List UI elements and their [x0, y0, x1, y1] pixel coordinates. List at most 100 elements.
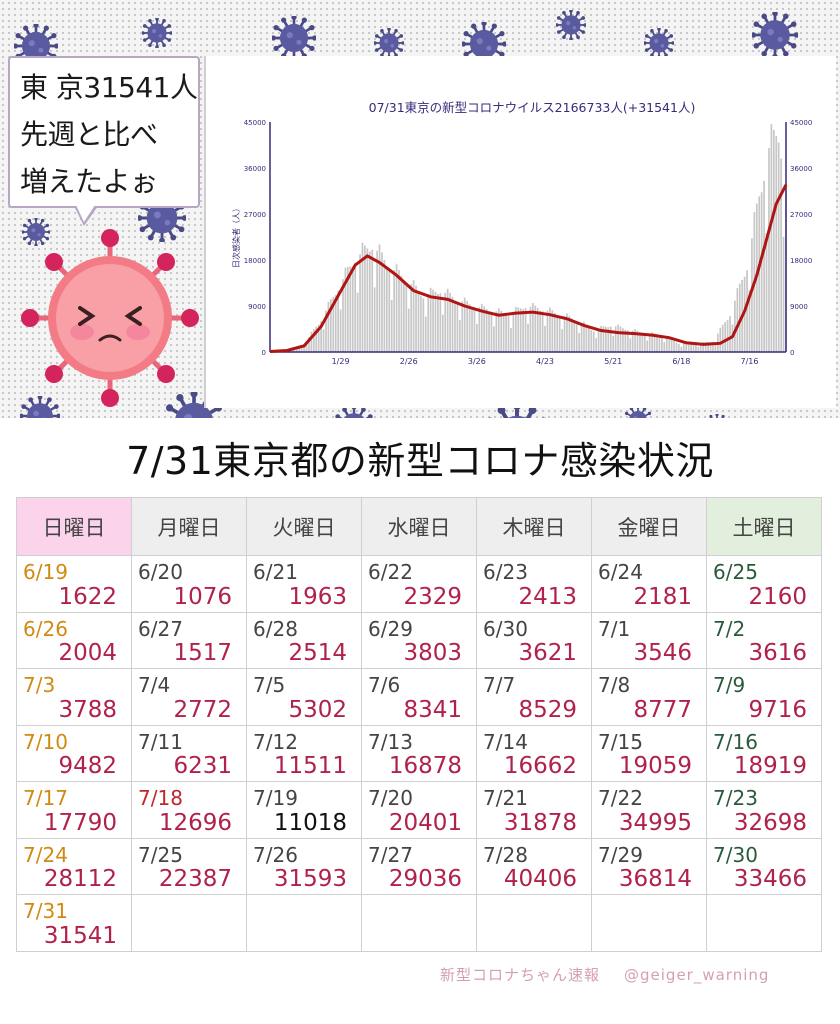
daily-bar — [544, 325, 546, 352]
daily-bar — [478, 307, 481, 352]
daily-bar — [390, 300, 393, 352]
weekday-header: 火曜日 — [246, 497, 362, 556]
daily-bar — [665, 337, 668, 352]
cell-date: 7/4 — [138, 673, 171, 697]
daily-bar — [410, 284, 413, 352]
daily-bar — [514, 306, 517, 352]
cell-count: 11018 — [273, 809, 347, 836]
bubble-line-1: 東 京31541人 — [20, 71, 198, 104]
x-tick-label: 5/21 — [604, 357, 622, 366]
day-cell: 6/24 2181 — [591, 555, 707, 613]
cell-count: 17790 — [43, 809, 117, 836]
cell-count: 9716 — [748, 696, 807, 723]
daily-bar — [359, 254, 361, 352]
daily-bar — [534, 305, 537, 352]
daily-bar — [575, 321, 578, 352]
daily-bar — [454, 300, 456, 352]
daily-bar — [366, 248, 369, 352]
day-cell — [476, 894, 592, 952]
cell-count: 31878 — [503, 809, 577, 836]
cell-date: 7/10 — [23, 729, 68, 754]
cell-date: 6/24 — [598, 560, 643, 584]
daily-bar — [466, 301, 469, 352]
virus-icon — [272, 16, 316, 60]
cell-date: 7/19 — [253, 786, 298, 810]
daily-bar — [483, 306, 486, 352]
day-cell: 7/15 19059 — [591, 724, 707, 782]
weekday-header: 土曜日 — [706, 497, 822, 556]
daily-bar — [337, 290, 340, 352]
day-cell: 7/20 20401 — [361, 781, 477, 839]
day-cell: 7/17 17790 — [16, 781, 132, 839]
cell-count: 33466 — [733, 866, 807, 892]
daily-bar — [364, 245, 366, 352]
daily-bar — [378, 244, 381, 352]
daily-bar — [434, 291, 437, 352]
daily-bar — [388, 270, 391, 352]
daily-bar — [463, 297, 466, 352]
y-tick-label: 18000 — [790, 257, 812, 265]
day-cell — [706, 894, 822, 952]
daily-bar — [563, 315, 566, 352]
cell-date: 7/18 — [138, 786, 183, 810]
cell-date: 7/5 — [253, 673, 286, 697]
daily-bar — [770, 124, 773, 352]
cell-date: 7/16 — [713, 729, 758, 754]
weekly-calendar-table: 日曜日 月曜日 火曜日 水曜日 木曜日 金曜日 土曜日 6/19 1622 6/20 1076 6/… — [16, 497, 822, 952]
virus-icon — [374, 28, 404, 58]
daily-bar — [631, 330, 634, 352]
cell-date: 7/25 — [138, 842, 183, 867]
weekday-header: 金曜日 — [591, 497, 707, 556]
cell-count: 1622 — [58, 583, 117, 610]
daily-bar — [668, 337, 671, 352]
table-title: 7/31東京都の新型コロナ感染状況 — [126, 439, 714, 483]
daily-bar — [597, 329, 600, 352]
day-cell: 7/18 12696 — [131, 781, 247, 839]
x-tick-label: 1/29 — [332, 357, 350, 366]
daily-bar — [587, 327, 590, 352]
daily-bar — [626, 330, 629, 352]
cell-count: 2514 — [288, 640, 347, 666]
daily-bar — [415, 285, 417, 352]
y-tick-label: 18000 — [244, 257, 266, 265]
daily-bar — [580, 322, 583, 352]
daily-bar — [639, 332, 641, 352]
daily-bar — [680, 346, 683, 352]
cell-date: 6/28 — [253, 616, 298, 641]
day-cell: 7/8 8777 — [591, 668, 707, 726]
day-cell: 7/7 8529 — [476, 668, 592, 726]
daily-bar — [412, 280, 415, 352]
day-cell — [246, 894, 362, 952]
daily-bar — [748, 290, 751, 352]
daily-bar — [476, 324, 478, 352]
daily-bar — [458, 320, 461, 352]
daily-bar — [609, 326, 612, 352]
cell-count: 8529 — [518, 696, 577, 723]
cell-date: 7/28 — [483, 842, 528, 867]
cell-date: 6/29 — [368, 616, 413, 641]
daily-bar — [656, 334, 658, 352]
daily-bar — [622, 328, 624, 352]
day-cell: 6/21 1963 — [246, 555, 362, 613]
weekday-header: 水曜日 — [361, 497, 477, 556]
daily-bar — [583, 321, 585, 352]
cell-count: 36814 — [618, 866, 692, 892]
cell-count: 1517 — [173, 640, 232, 666]
daily-bar — [751, 238, 753, 352]
day-cell: 7/22 34995 — [591, 781, 707, 839]
daily-bar — [356, 292, 359, 352]
daily-bar — [441, 314, 444, 352]
daily-bar — [473, 308, 476, 352]
daily-bar — [312, 329, 315, 352]
daily-bar — [317, 324, 320, 352]
daily-bar — [726, 319, 729, 352]
day-cell: 6/26 2004 — [16, 611, 132, 669]
daily-bar — [734, 300, 736, 352]
daily-bar — [641, 333, 644, 352]
daily-bar — [381, 252, 383, 352]
daily-bar — [524, 308, 527, 352]
daily-bar — [566, 313, 568, 352]
day-cell: 7/26 31593 — [246, 837, 362, 895]
day-cell: 6/27 1517 — [131, 611, 247, 669]
daily-bar — [634, 329, 636, 352]
